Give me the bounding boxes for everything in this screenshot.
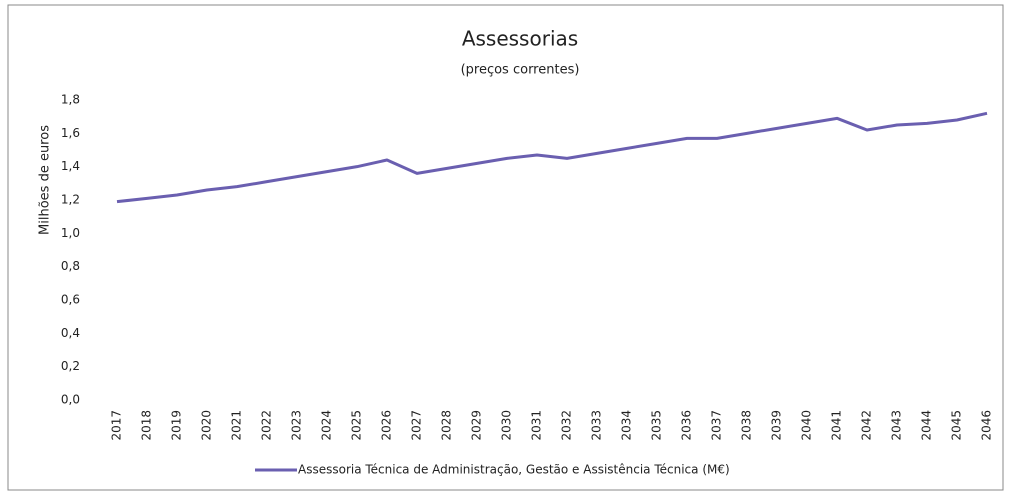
x-tick-label: 2020 bbox=[200, 410, 214, 441]
x-tick-label: 2036 bbox=[680, 410, 694, 441]
x-tick-label: 2043 bbox=[890, 410, 904, 441]
x-tick-label: 2046 bbox=[980, 410, 994, 441]
x-tick-label: 2030 bbox=[500, 410, 514, 441]
x-tick-label: 2041 bbox=[830, 410, 844, 441]
y-tick-label: 1,4 bbox=[61, 159, 80, 173]
data-line bbox=[116, 111, 988, 204]
x-tick-label: 2035 bbox=[650, 410, 664, 441]
x-tick-label: 2034 bbox=[620, 410, 634, 441]
y-tick-label: 0,4 bbox=[61, 326, 80, 340]
x-tick-label: 2038 bbox=[740, 410, 754, 441]
chart-subtitle: (preços correntes) bbox=[461, 63, 580, 78]
x-tick-label: 2044 bbox=[920, 410, 934, 441]
y-tick-label: 1,6 bbox=[61, 126, 80, 140]
y-tick-label: 1,8 bbox=[61, 93, 80, 107]
x-tick-label: 2031 bbox=[530, 410, 544, 441]
y-tick-label: 0,0 bbox=[61, 393, 80, 407]
y-tick-label: 1,0 bbox=[61, 226, 80, 240]
x-tick-label: 2024 bbox=[320, 410, 334, 441]
y-axis-label: Milhões de euros bbox=[38, 125, 53, 235]
x-tick-label: 2021 bbox=[230, 410, 244, 441]
x-tick-label: 2017 bbox=[110, 410, 124, 441]
chart-title: Assessorias bbox=[462, 27, 578, 51]
x-tick-label: 2039 bbox=[770, 410, 784, 441]
x-tick-label: 2025 bbox=[350, 410, 364, 441]
y-tick-label: 0,6 bbox=[61, 293, 80, 307]
x-tick-label: 2037 bbox=[710, 410, 724, 441]
x-tick-label: 2019 bbox=[170, 410, 184, 441]
x-tick-label: 2029 bbox=[470, 410, 484, 441]
x-tick-label: 2018 bbox=[140, 410, 154, 441]
chart-border bbox=[7, 4, 1004, 491]
x-tick-label: 2026 bbox=[380, 410, 394, 441]
x-tick-label: 2027 bbox=[410, 410, 424, 441]
y-tick-label: 1,2 bbox=[61, 193, 80, 207]
x-tick-label: 2023 bbox=[290, 410, 304, 441]
y-tick-label: 0,8 bbox=[61, 259, 80, 273]
x-tick-label: 2045 bbox=[950, 410, 964, 441]
x-tick-label: 2028 bbox=[440, 410, 454, 441]
x-tick-label: 2032 bbox=[560, 410, 574, 441]
y-tick-label: 0,2 bbox=[61, 359, 80, 373]
x-tick-label: 2033 bbox=[590, 410, 604, 441]
x-tick-label: 2042 bbox=[860, 410, 874, 441]
x-tick-label: 2040 bbox=[800, 410, 814, 441]
legend-label: Assessoria Técnica de Administração, Ges… bbox=[298, 463, 730, 477]
x-tick-label: 2022 bbox=[260, 410, 274, 441]
